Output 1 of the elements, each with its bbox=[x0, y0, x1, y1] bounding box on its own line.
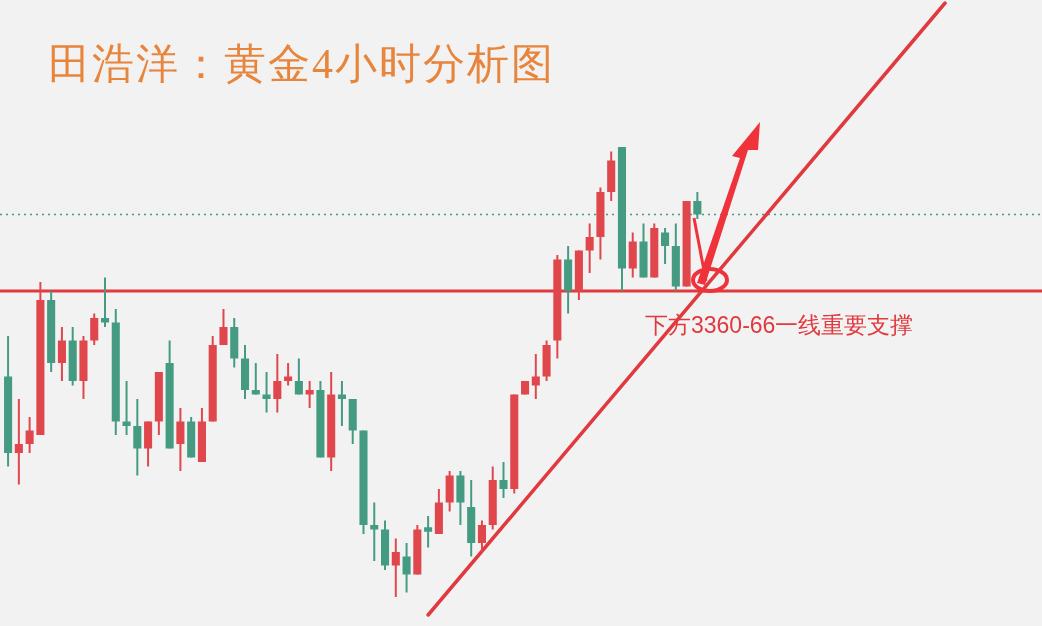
chart-title: 田浩洋：黄金4小时分析图 bbox=[48, 41, 555, 87]
